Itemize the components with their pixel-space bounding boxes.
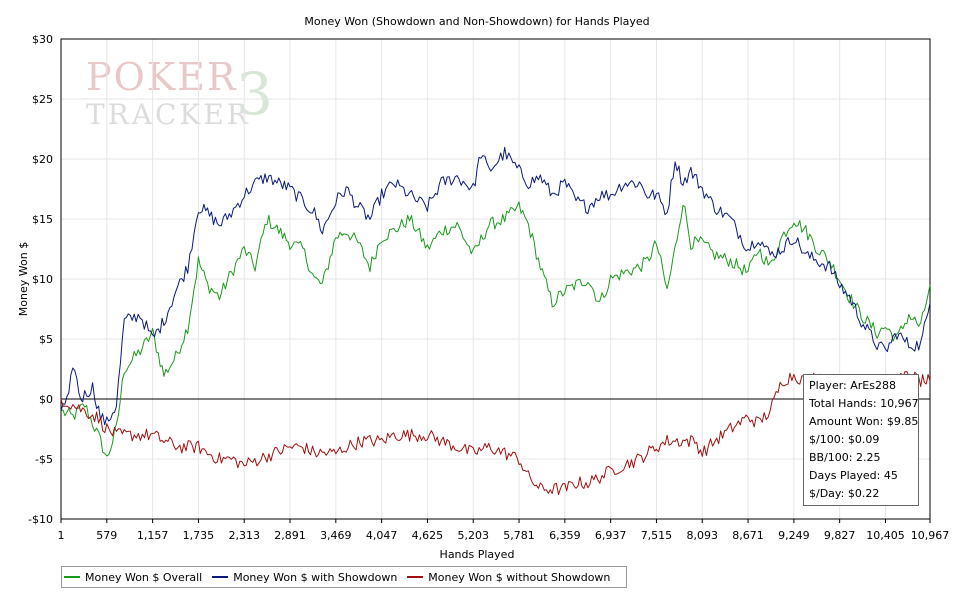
legend-item-overall[interactable]: Money Won $ Overall <box>64 571 202 584</box>
x-tick-label: 10,405 <box>866 529 905 542</box>
y-tick-label: $20 <box>32 153 53 166</box>
x-tick-label: 579 <box>96 529 117 542</box>
y-tick-label: $25 <box>32 93 53 106</box>
legend-swatch-without-showdown <box>407 576 424 578</box>
stat-total-hands: Total Hands: 10,967 <box>809 397 919 410</box>
x-axis-label: Hands Played <box>440 548 515 561</box>
series-line-1 <box>60 146 931 426</box>
x-tick-label: 4,047 <box>366 529 398 542</box>
stat-player: Player: ArEs288 <box>809 379 896 392</box>
legend-swatch-with-showdown <box>212 576 229 578</box>
watermark: POKER 3 TRACKER <box>86 55 273 131</box>
watermark-digit: 3 <box>236 60 273 128</box>
legend-label-with-showdown: Money Won $ with Showdown <box>233 570 398 584</box>
y-tick-labels: -$10 -$5 $0 $5 $10 $15 $20 $25 $30 <box>28 33 53 526</box>
x-tick-label: 6,937 <box>595 529 627 542</box>
y-axis-label: Money Won $ <box>17 242 30 316</box>
x-tick-label: 1,735 <box>183 529 215 542</box>
x-tick-label: 1,157 <box>137 529 169 542</box>
x-tick-label: 5,203 <box>457 529 489 542</box>
x-tick-label: 10,967 <box>911 529 950 542</box>
legend-label-overall: Money Won $ Overall <box>85 570 203 584</box>
x-tick-label: 2,891 <box>274 529 306 542</box>
watermark-poker: POKER <box>86 55 237 99</box>
x-tick-label: 2,313 <box>228 529 260 542</box>
y-tick-label: -$10 <box>28 513 53 526</box>
plot-area <box>60 38 931 520</box>
chart-legend: Money Won $ Overall Money Won $ with Sho… <box>61 566 628 588</box>
legend-label-without-showdown: Money Won $ without Showdown <box>428 570 611 584</box>
x-tick-label: 8,093 <box>687 529 719 542</box>
x-tick-label: 8,671 <box>732 529 764 542</box>
series-lines <box>60 146 931 496</box>
x-tick-label: 3,469 <box>320 529 352 542</box>
y-tick-label: $15 <box>32 213 53 226</box>
x-tick-label: 6,359 <box>549 529 581 542</box>
stat-days-played: Days Played: 45 <box>809 469 898 482</box>
x-tick-label: 9,827 <box>824 529 856 542</box>
x-tick-label: 4,625 <box>412 529 444 542</box>
stat-per-100: $/100: $0.09 <box>809 433 880 446</box>
y-tick-label: $0 <box>39 393 53 406</box>
x-tick-label: 9,249 <box>778 529 810 542</box>
x-tick-labels: 1 579 1,157 1,735 2,313 2,891 3,469 4,047 4,625 5… <box>58 519 950 542</box>
legend-item-with-showdown[interactable]: Money Won $ with Showdown <box>212 571 397 584</box>
y-tick-label: $10 <box>32 273 53 286</box>
chart-title: Money Won (Showdown and Non-Showdown) fo… <box>304 15 649 28</box>
x-tick-label: 1 <box>58 529 65 542</box>
y-tick-label: $5 <box>39 333 53 346</box>
series-line-0 <box>60 201 931 457</box>
x-tick-label: 7,515 <box>641 529 673 542</box>
stat-amount-won: Amount Won: $9.85 <box>809 415 919 428</box>
legend-item-without-showdown[interactable]: Money Won $ without Showdown <box>407 571 610 584</box>
stat-per-day: $/Day: $0.22 <box>809 487 880 500</box>
player-stats-box: Player: ArEs288 Total Hands: 10,967 Amou… <box>803 374 919 506</box>
stat-bb-per-100: BB/100: 2.25 <box>809 451 881 464</box>
legend-swatch-overall <box>64 576 80 578</box>
y-tick-label: $30 <box>32 33 53 46</box>
grid <box>61 39 930 519</box>
series-line-2 <box>60 371 931 496</box>
watermark-tracker: TRACKER <box>86 98 251 131</box>
y-tick-label: -$5 <box>35 453 53 466</box>
x-tick-label: 5,781 <box>503 529 535 542</box>
